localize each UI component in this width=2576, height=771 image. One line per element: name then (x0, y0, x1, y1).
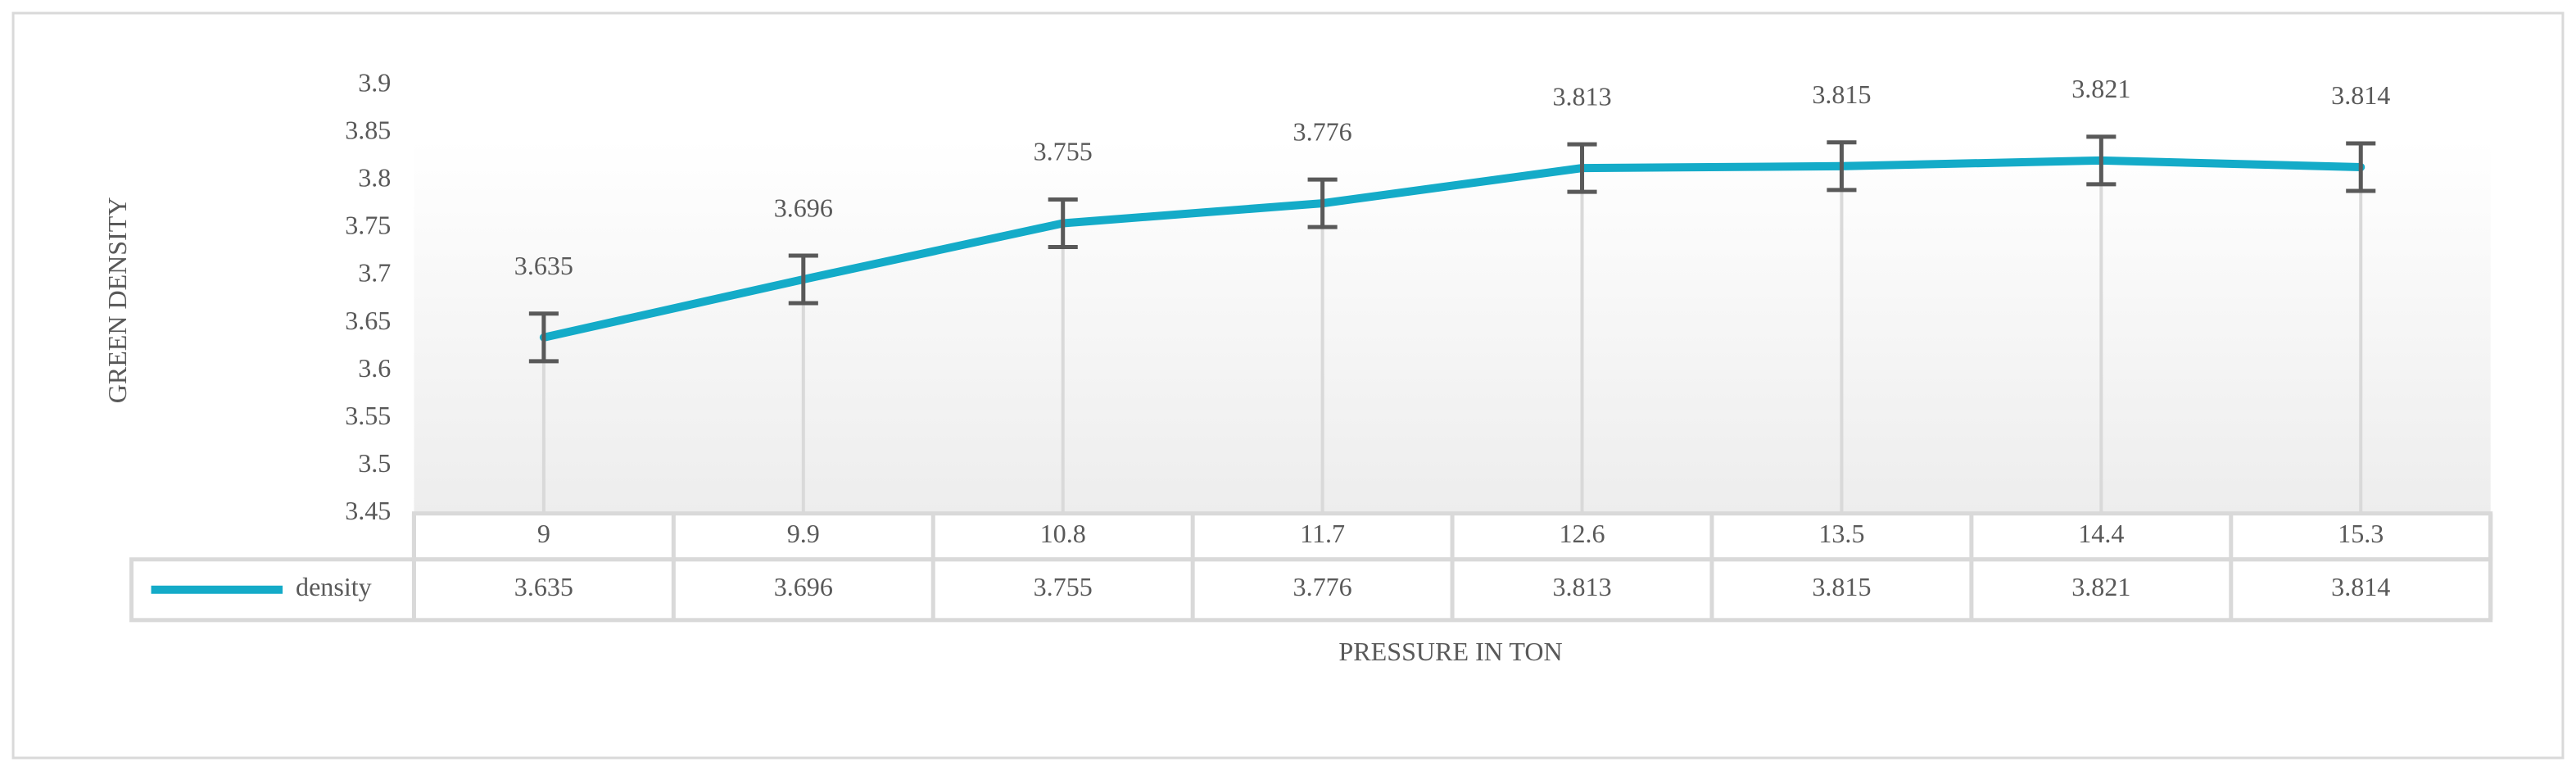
y-axis-title: GREEN DENSITY (102, 197, 132, 404)
x-tick-label: 9 (537, 519, 550, 548)
table-value: 3.814 (2331, 572, 2390, 601)
data-label: 3.815 (1812, 79, 1871, 109)
y-tick-label: 3.9 (358, 67, 391, 97)
x-tick-label: 10.8 (1040, 519, 1086, 548)
data-label: 3.755 (1034, 137, 1093, 166)
y-tick-label: 3.8 (358, 163, 391, 193)
x-tick-label: 9.9 (787, 519, 820, 548)
data-label: 3.696 (774, 193, 833, 222)
x-tick-label: 11.7 (1300, 519, 1345, 548)
table-value: 3.755 (1034, 572, 1093, 601)
y-tick-label: 3.75 (345, 211, 391, 240)
y-tick-label: 3.7 (358, 258, 391, 288)
x-tick-label: 12.6 (1559, 519, 1605, 548)
data-label: 3.635 (514, 251, 573, 280)
x-axis-title: PRESSURE IN TON (1338, 637, 1562, 666)
data-label: 3.813 (1552, 81, 1611, 111)
table-value: 3.776 (1293, 572, 1352, 601)
plot-background (414, 139, 2491, 514)
y-tick-label: 3.85 (345, 116, 391, 145)
data-label: 3.776 (1293, 116, 1352, 146)
x-tick-label: 14.4 (2078, 519, 2124, 548)
data-label: 3.821 (2071, 74, 2130, 103)
table-value: 3.635 (514, 572, 573, 601)
series-line (539, 156, 2365, 342)
y-tick-label: 3.55 (345, 401, 391, 430)
x-tick-label: 15.3 (2338, 519, 2384, 548)
y-tick-label: 3.6 (358, 353, 391, 383)
y-tick-label: 3.45 (345, 496, 391, 525)
table-value: 3.696 (774, 572, 833, 601)
y-tick-label: 3.65 (345, 306, 391, 335)
y-tick-label: 3.5 (358, 448, 391, 478)
table-value: 3.815 (1812, 572, 1871, 601)
table-value: 3.821 (2071, 572, 2130, 601)
legend-label: density (296, 572, 372, 601)
x-tick-label: 13.5 (1818, 519, 1864, 548)
table-value: 3.813 (1552, 572, 1611, 601)
data-label: 3.814 (2331, 80, 2390, 110)
